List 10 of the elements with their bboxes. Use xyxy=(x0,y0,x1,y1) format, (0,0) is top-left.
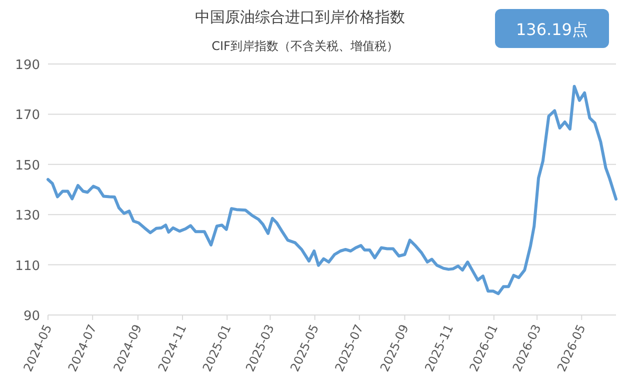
y-tick-label: 110 xyxy=(15,258,40,274)
y-tick-label: 170 xyxy=(15,108,40,124)
line-series xyxy=(46,84,618,296)
y-tick-label: 90 xyxy=(23,309,40,324)
y-tick-label: 130 xyxy=(15,208,40,224)
chart-subtitle: CIF到岸指数（不含关税、增值税） xyxy=(212,39,398,53)
y-tick-label: 190 xyxy=(15,58,40,73)
text: 136.19点 xyxy=(516,20,588,39)
chart-title: 中国原油综合进口到岸价格指数 xyxy=(195,8,405,26)
y-tick-label: 150 xyxy=(15,158,40,174)
